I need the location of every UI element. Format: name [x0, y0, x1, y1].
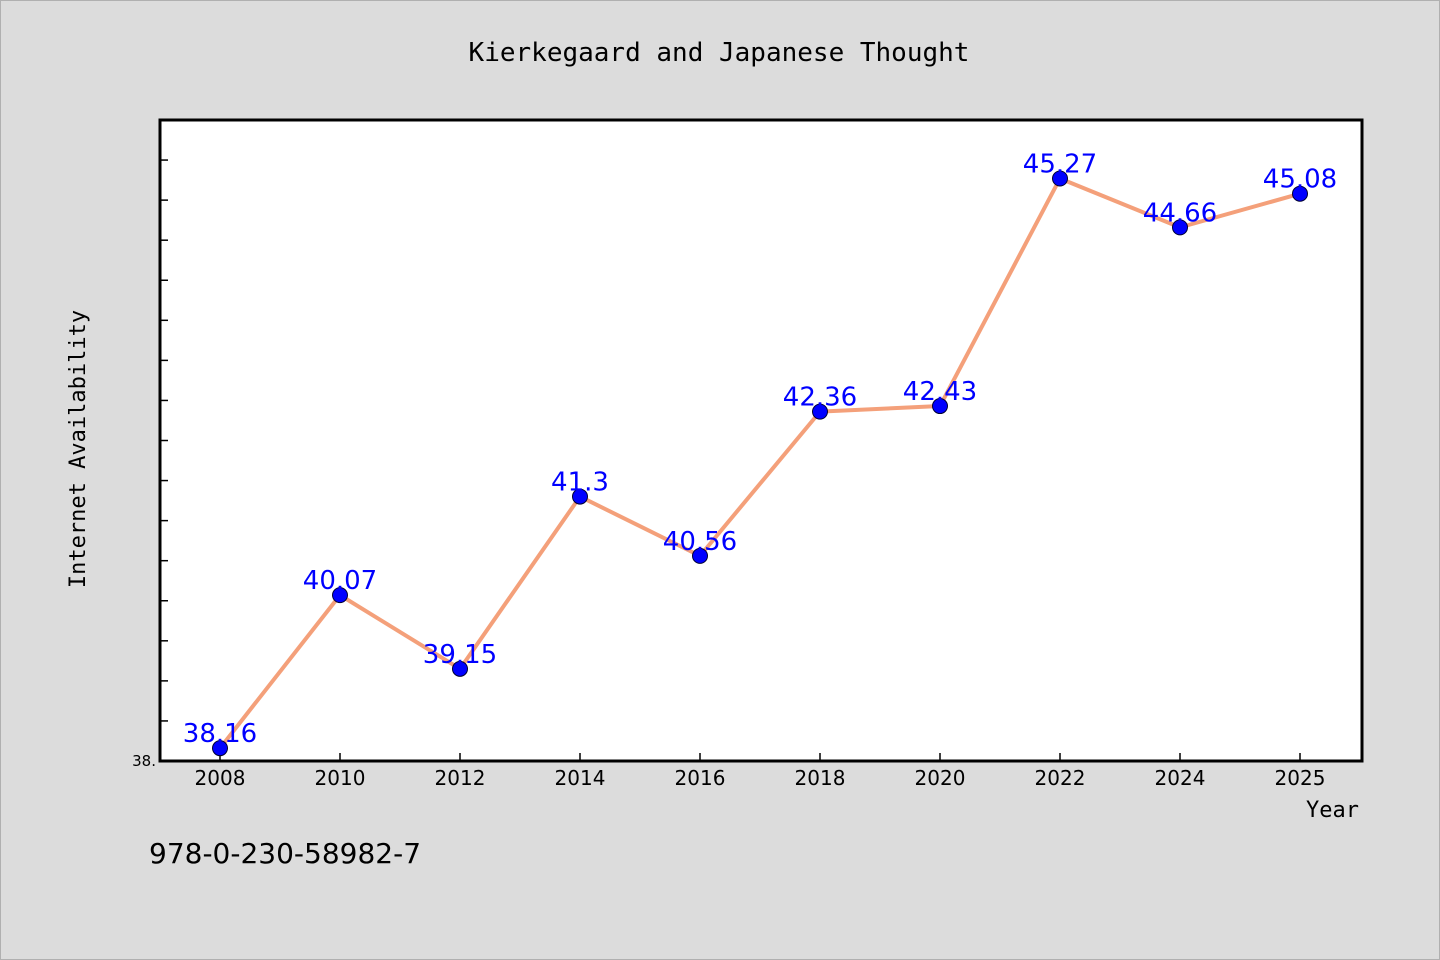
data-label: 40.07: [303, 566, 377, 596]
data-label: 40.56: [663, 527, 737, 557]
data-point: [1052, 170, 1068, 187]
data-label: 41.3: [551, 468, 609, 498]
data-label: 45.27: [1023, 149, 1097, 179]
data-point: [812, 403, 828, 420]
data-point: [692, 547, 708, 564]
data-label: 42.36: [783, 383, 857, 413]
data-label: 44.66: [1143, 198, 1217, 228]
plot-frame: [158, 118, 1364, 763]
x-tick-label: 2010: [315, 766, 366, 790]
x-tick-label: 2020: [915, 766, 966, 790]
x-tick-label: 2022: [1035, 766, 1086, 790]
data-point: [1172, 219, 1188, 236]
y-axis-label: Internet Availability: [66, 310, 91, 588]
data-labels: 38.16 40.07 39.15 41.3 40.56 42.36 42.43 45.27 4…: [183, 149, 1337, 749]
data-label: 45.08: [1263, 165, 1337, 195]
data-point: [212, 740, 228, 757]
data-markers: [212, 170, 1308, 757]
x-axis-ticks: 2008 2010 2012 2014 2016 2018 2020 2022 2024 2025: [195, 753, 1326, 790]
data-point: [932, 398, 948, 415]
x-tick-label: 2025: [1275, 766, 1326, 790]
data-point: [572, 488, 588, 505]
x-axis-label: Year: [1306, 798, 1359, 823]
x-tick-label: 2012: [435, 766, 486, 790]
series-line: [218, 176, 1301, 750]
x-tick-label: 2014: [555, 766, 606, 790]
data-label: 38.16: [183, 719, 257, 749]
x-tick-label: 2018: [795, 766, 846, 790]
x-tick-label: 2016: [675, 766, 726, 790]
isbn-footer: 978-0-230-58982-7: [149, 837, 421, 870]
x-tick-label: 2024: [1155, 766, 1206, 790]
data-label: 39.15: [423, 640, 497, 670]
chart-title: Kierkegaard and Japanese Thought: [469, 38, 970, 68]
data-label: 42.43: [903, 377, 977, 407]
x-tick-label: 2008: [195, 766, 246, 790]
y-tick-label: 38.: [132, 752, 156, 770]
data-point: [452, 660, 468, 677]
data-point: [332, 587, 348, 604]
plot-area: [160, 120, 1362, 761]
data-point: [1292, 185, 1308, 202]
